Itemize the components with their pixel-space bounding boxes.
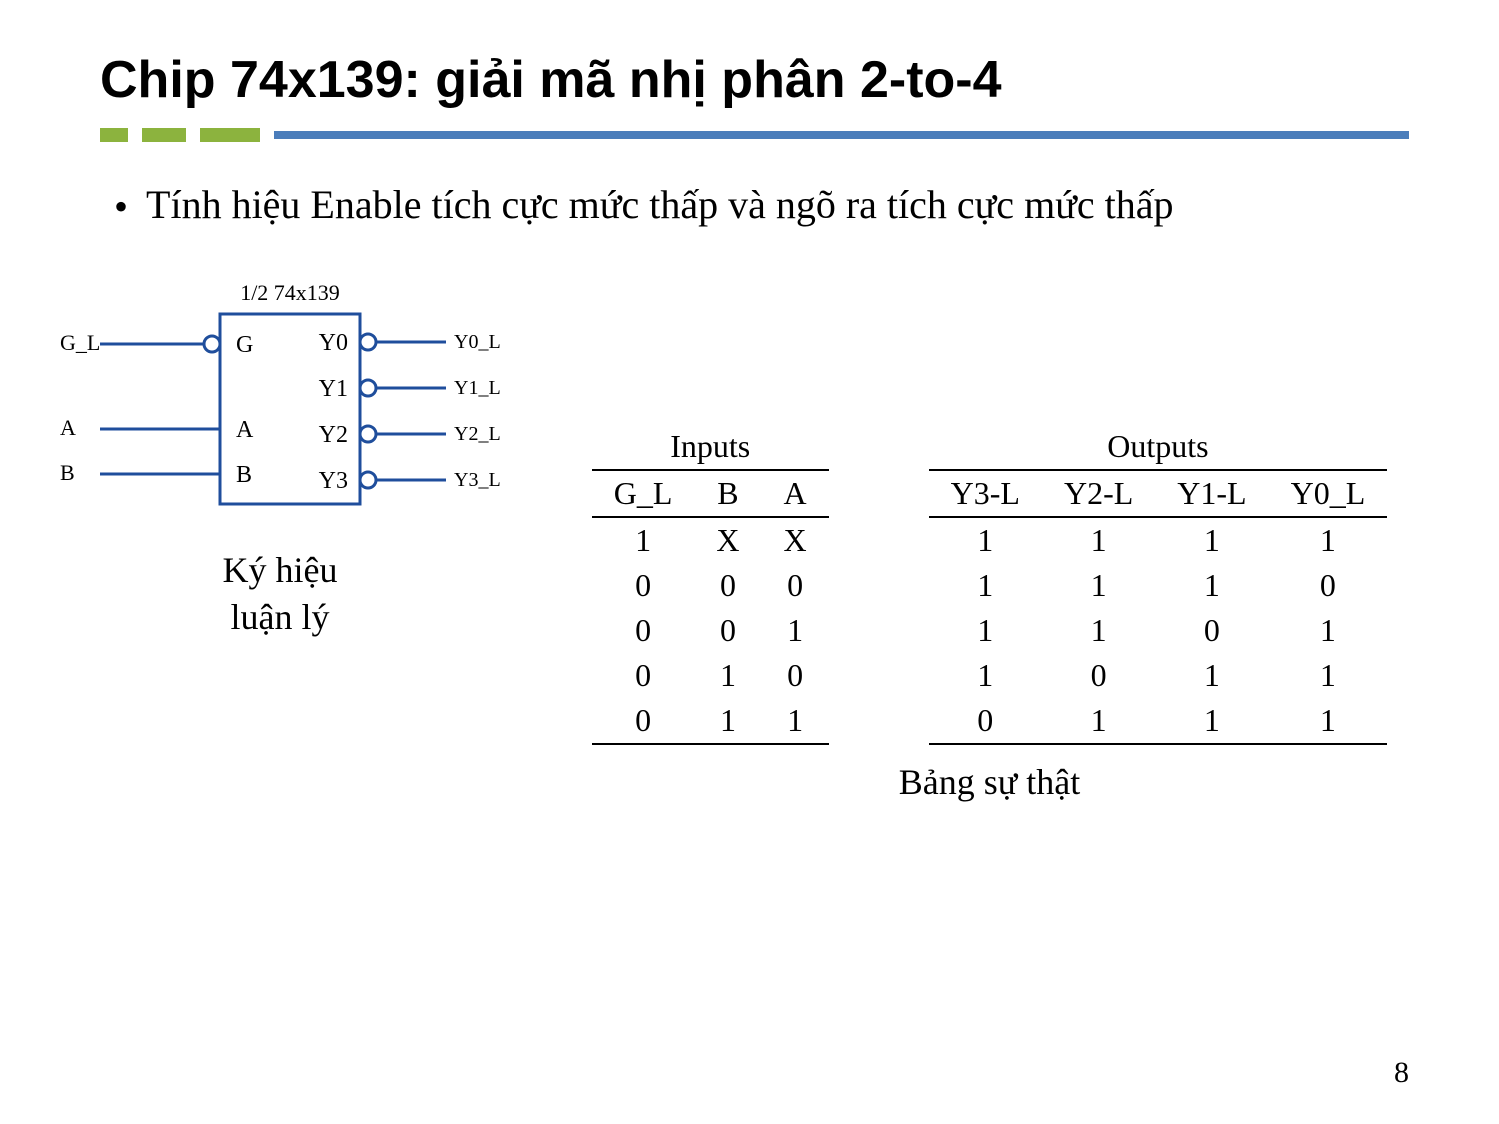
schematic-block: 1/2 74x139G_LGAABBY0Y0_LY1Y1_LY2Y2_LY3Y3… xyxy=(50,264,510,641)
cell: 1 xyxy=(762,608,829,653)
cell: 1 xyxy=(1042,698,1155,744)
cell: 0 xyxy=(592,698,695,744)
cell: 1 xyxy=(694,698,761,744)
truth-table-caption: Bảng sự thật xyxy=(570,761,1409,803)
svg-text:B: B xyxy=(236,462,252,488)
content-row: 1/2 74x139G_LGAABBY0Y0_LY1Y1_LY2Y2_LY3Y3… xyxy=(90,264,1409,803)
cell: 0 xyxy=(592,608,695,653)
cell: 1 xyxy=(929,517,1042,563)
cell: 1 xyxy=(1269,517,1388,563)
cell: 1 xyxy=(929,608,1042,653)
cell: 0 xyxy=(762,653,829,698)
slide: Chip 74x139: giải mã nhị phân 2-to-4 • T… xyxy=(0,0,1499,1124)
cell: 1 xyxy=(1042,563,1155,608)
col-header: Y1-L xyxy=(1155,470,1268,517)
cell: X xyxy=(694,517,761,563)
cell: 0 xyxy=(762,563,829,608)
bullet-item: • Tính hiệu Enable tích cực mức thấp và … xyxy=(114,178,1409,234)
svg-text:1/2 74x139: 1/2 74x139 xyxy=(240,280,340,305)
col-header: Y0_L xyxy=(1269,470,1388,517)
svg-text:Y2: Y2 xyxy=(319,422,348,448)
cell: 1 xyxy=(694,653,761,698)
divider-bar xyxy=(274,131,1409,139)
schematic-caption-l1: Ký hiệu xyxy=(223,550,338,590)
col-header: B xyxy=(694,470,761,517)
truth-table: InputsOutputsG_LBAY3-LY2-LY1-LY0_L1XX111… xyxy=(592,424,1387,745)
cell: 0 xyxy=(592,563,695,608)
svg-text:Y3_L: Y3_L xyxy=(454,469,501,491)
cell: 0 xyxy=(1155,608,1268,653)
table-row: 0110111 xyxy=(592,698,1387,744)
svg-text:Y2_L: Y2_L xyxy=(454,423,501,445)
svg-text:Y0_L: Y0_L xyxy=(454,331,501,353)
col-header: Y3-L xyxy=(929,470,1042,517)
col-header: Y2-L xyxy=(1042,470,1155,517)
cell: 1 xyxy=(1155,653,1268,698)
cell: 1 xyxy=(929,563,1042,608)
svg-text:B: B xyxy=(60,460,75,485)
cell: X xyxy=(762,517,829,563)
page-number: 8 xyxy=(1394,1056,1409,1090)
cell: 0 xyxy=(1042,653,1155,698)
truth-table-block: InputsOutputsG_LBAY3-LY2-LY1-LY0_L1XX111… xyxy=(570,424,1409,803)
svg-text:Y0: Y0 xyxy=(319,330,348,356)
cell: 0 xyxy=(694,563,761,608)
table-row: 0001110 xyxy=(592,563,1387,608)
col-header: A xyxy=(762,470,829,517)
cell: 1 xyxy=(1155,563,1268,608)
svg-text:A: A xyxy=(60,415,76,440)
cell: 1 xyxy=(762,698,829,744)
cell: 0 xyxy=(592,653,695,698)
table-row: 0101011 xyxy=(592,653,1387,698)
bullet-text: Tính hiệu Enable tích cực mức thấp và ng… xyxy=(146,178,1173,232)
svg-text:G_L: G_L xyxy=(60,330,100,355)
table-header-outputs: Outputs xyxy=(929,424,1388,470)
cell: 1 xyxy=(1155,517,1268,563)
title-divider xyxy=(90,128,1409,142)
table-row: 1XX1111 xyxy=(592,517,1387,563)
svg-text:Y3: Y3 xyxy=(319,468,348,494)
table-header-inputs: Inputs xyxy=(592,424,829,470)
svg-text:Y1: Y1 xyxy=(319,376,348,402)
cell: 0 xyxy=(694,608,761,653)
chip-schematic: 1/2 74x139G_LGAABBY0Y0_LY1Y1_LY2Y2_LY3Y3… xyxy=(50,264,510,524)
dash-3 xyxy=(200,128,260,142)
dash-1 xyxy=(100,128,128,142)
schematic-caption: Ký hiệu luận lý xyxy=(50,547,510,641)
cell: 1 xyxy=(1269,653,1388,698)
cell: 1 xyxy=(1042,608,1155,653)
svg-text:A: A xyxy=(236,417,254,443)
cell: 1 xyxy=(1042,517,1155,563)
cell: 0 xyxy=(1269,563,1388,608)
cell: 1 xyxy=(592,517,695,563)
cell: 0 xyxy=(929,698,1042,744)
cell: 1 xyxy=(1269,698,1388,744)
dash-2 xyxy=(142,128,186,142)
col-header: G_L xyxy=(592,470,695,517)
cell: 1 xyxy=(1269,608,1388,653)
bullet-dot-icon: • xyxy=(114,180,128,234)
table-row: 0011101 xyxy=(592,608,1387,653)
page-title: Chip 74x139: giải mã nhị phân 2-to-4 xyxy=(90,50,1409,110)
svg-text:Y1_L: Y1_L xyxy=(454,377,501,399)
svg-text:G: G xyxy=(236,332,253,358)
schematic-caption-l2: luận lý xyxy=(231,597,330,637)
cell: 1 xyxy=(929,653,1042,698)
cell: 1 xyxy=(1155,698,1268,744)
